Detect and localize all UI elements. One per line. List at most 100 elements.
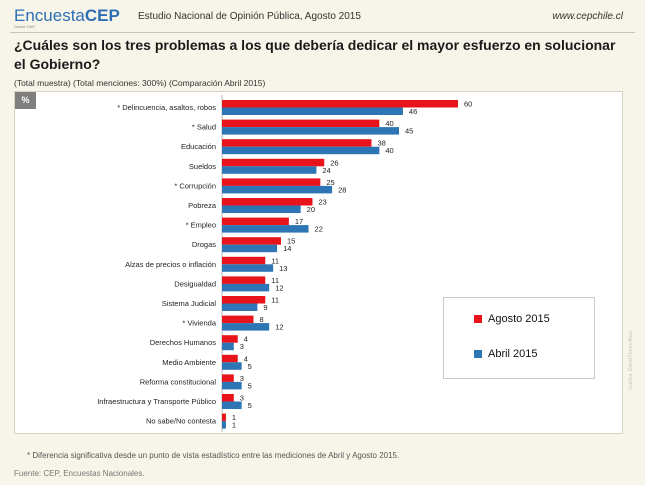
data-label: 46: [409, 107, 417, 116]
bar-agosto: [222, 315, 254, 324]
data-label: 3: [240, 394, 244, 403]
header-divider: [10, 32, 635, 33]
category-label: Pobreza: [188, 201, 217, 210]
data-label: 20: [307, 205, 315, 214]
bar-abril: [222, 185, 333, 194]
data-label: 40: [385, 146, 393, 155]
data-label: 17: [295, 217, 303, 226]
data-label: 9: [263, 303, 267, 312]
legend-swatch-agosto: [474, 315, 482, 324]
category-label: Educación: [181, 142, 216, 151]
bar-abril: [222, 264, 274, 272]
bar-agosto: [222, 100, 458, 108]
bar-abril: [222, 421, 226, 429]
category-label: * Delincuencia, asaltos, robos: [117, 103, 216, 112]
bar-abril: [222, 303, 258, 311]
data-label: 1: [232, 421, 236, 430]
bar-agosto: [222, 296, 266, 304]
category-label: Sueldos: [189, 162, 216, 171]
data-label: 22: [315, 225, 323, 234]
header: EncuestaCEP Desde 1987 Estudio Nacional …: [0, 0, 645, 30]
bar-agosto: [222, 198, 313, 206]
data-label: 1: [232, 413, 236, 422]
bar-agosto: [222, 158, 325, 167]
bar-abril: [222, 146, 380, 155]
bar-abril: [222, 362, 242, 370]
bar-abril: [222, 381, 242, 390]
bar-agosto: [222, 413, 226, 422]
data-label: 60: [464, 100, 472, 109]
data-label: 5: [248, 381, 252, 390]
data-label: 4: [244, 335, 248, 344]
data-label: 45: [405, 127, 413, 136]
data-label: 3: [240, 342, 244, 351]
data-label: 3: [240, 374, 244, 383]
bar-agosto: [222, 354, 238, 363]
category-label: * Salud: [192, 123, 216, 132]
bar-agosto: [222, 335, 238, 343]
data-label: 15: [287, 237, 295, 246]
category-label: Derechos Humanos: [150, 338, 217, 347]
bar-abril: [222, 283, 270, 292]
data-label: 5: [248, 401, 252, 410]
data-label: 11: [271, 276, 279, 285]
data-label: 13: [279, 264, 287, 273]
category-label: * Vivienda: [182, 319, 216, 328]
bar-abril: [222, 107, 403, 115]
data-label: 26: [330, 158, 338, 167]
data-label: 11: [271, 256, 279, 265]
percent-badge: %: [15, 92, 36, 109]
data-label: 4: [244, 354, 248, 363]
legend: Agosto 2015 Abril 2015: [443, 297, 595, 379]
logo-subtitle: Desde 1987: [14, 24, 36, 29]
category-label: Alzas de precios o inflación: [125, 260, 216, 269]
bar-abril: [222, 244, 278, 253]
bar-abril: [222, 342, 234, 351]
subtitle: (Total muestra) (Total menciones: 300%) …: [14, 78, 266, 88]
logo: EncuestaCEP: [14, 6, 120, 25]
question-title: ¿Cuáles son los tres problemas a los que…: [14, 37, 616, 72]
legend-swatch-abril: [474, 350, 482, 359]
category-label: Sistema Judicial: [162, 299, 217, 308]
category-label: * Empleo: [186, 221, 216, 230]
legend-item-agosto: Agosto 2015: [474, 313, 550, 325]
website-link[interactable]: www.cepchile.cl: [552, 11, 623, 22]
category-label: Medio Ambiente: [162, 358, 216, 367]
category-label: Drogas: [192, 240, 216, 249]
data-label: 25: [326, 178, 334, 187]
data-label: 12: [275, 283, 283, 292]
bar-abril: [222, 225, 309, 233]
category-label: No sabe/No contesta: [146, 417, 217, 426]
legend-label-abril: Abril 2015: [488, 348, 538, 360]
study-title: Estudio Nacional de Opinión Pública, Ago…: [138, 11, 361, 22]
bar-agosto: [222, 374, 234, 382]
credit: Gráfica: David Flores Arias: [628, 330, 634, 390]
data-label: 11: [271, 296, 279, 305]
source: Fuente: CEP, Encuestas Nacionales.: [14, 469, 145, 478]
bar-agosto: [222, 139, 372, 147]
bar-agosto: [222, 217, 289, 226]
bar-chart: * Delincuencia, asaltos, robos 60 46 * Salu…: [97, 95, 472, 432]
bar-agosto: [222, 256, 266, 265]
legend-label-agosto: Agosto 2015: [488, 313, 550, 325]
data-label: 14: [283, 244, 291, 253]
data-label: 12: [275, 323, 283, 332]
data-label: 28: [338, 185, 346, 194]
bar-agosto: [222, 119, 380, 128]
data-label: 5: [248, 362, 252, 371]
data-label: 40: [385, 119, 393, 128]
legend-item-abril: Abril 2015: [474, 348, 538, 360]
category-label: * Corrupción: [174, 181, 216, 190]
bar-agosto: [222, 276, 266, 284]
bar-abril: [222, 323, 270, 331]
bar-abril: [222, 127, 399, 135]
bar-agosto: [222, 237, 281, 245]
bar-agosto: [222, 178, 321, 186]
footnote: * Diferencia significativa desde un punt…: [27, 451, 400, 460]
bar-abril: [222, 166, 317, 174]
data-label: 23: [318, 198, 326, 207]
data-label: 38: [377, 139, 385, 148]
category-label: Reforma constitucional: [140, 377, 217, 386]
data-label: 24: [322, 166, 330, 175]
category-label: Desigualdad: [174, 279, 216, 288]
